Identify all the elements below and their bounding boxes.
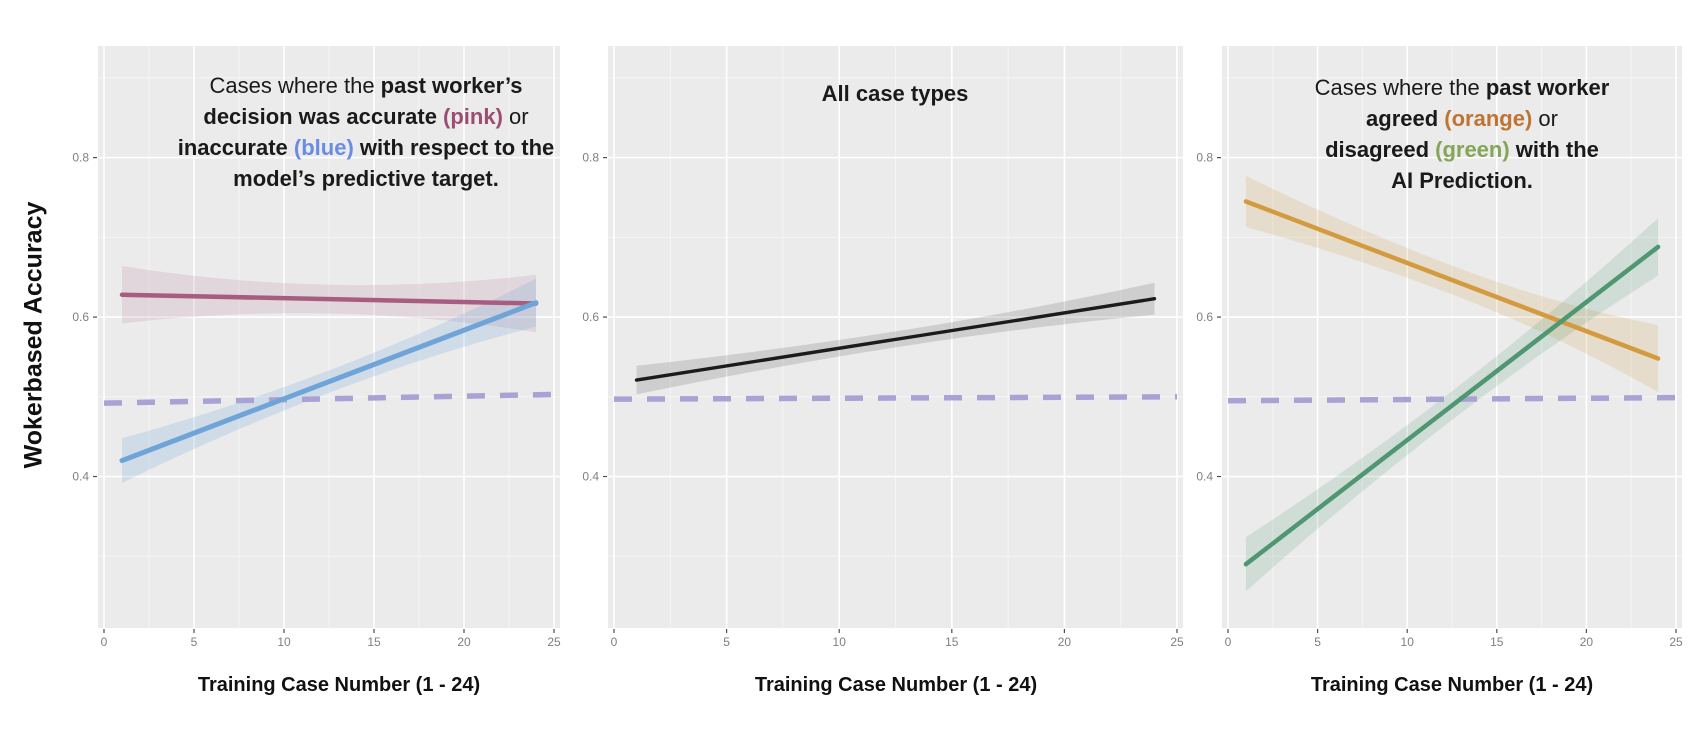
x-tick-label: 20 bbox=[1580, 635, 1594, 649]
y-tick-label: 0.6 bbox=[72, 310, 89, 324]
title-text: or bbox=[502, 104, 529, 129]
x-tick-label: 10 bbox=[277, 635, 291, 649]
panel-1-x-axis-title: Training Case Number (1 - 24) bbox=[197, 674, 481, 696]
panel-title-line: AI Prediction. bbox=[1192, 165, 1700, 196]
x-tick-label: 10 bbox=[1401, 635, 1415, 649]
line-disagreed-green bbox=[1243, 244, 1661, 567]
ci-band-agreed-orange bbox=[1245, 175, 1659, 393]
panel-title-line: decision was accurate (pink) or bbox=[96, 101, 636, 132]
panel-1-chart: 0 5 10 15 20 25 0.4 0.6 0.8 bbox=[72, 46, 561, 649]
y-tick-label: 0.8 bbox=[582, 151, 599, 165]
y-tick-label: 0.8 bbox=[1196, 151, 1213, 165]
x-tick-label: 25 bbox=[1170, 635, 1184, 649]
x-tick-label: 5 bbox=[723, 635, 730, 649]
x-tick-label: 0 bbox=[101, 635, 108, 649]
title-color-key: (pink) bbox=[443, 104, 503, 129]
x-tick-label: 15 bbox=[1490, 635, 1504, 649]
panel-2-chart: 0 5 10 15 20 25 0.4 0.6 0.8 bbox=[582, 46, 1184, 649]
x-tick-label: 5 bbox=[1314, 635, 1321, 649]
x-tick-label: 15 bbox=[945, 635, 959, 649]
panel-1-title: Cases where the past worker’s decision wa… bbox=[96, 70, 636, 194]
x-tick-label: 0 bbox=[611, 635, 618, 649]
title-color-key: (blue) bbox=[293, 135, 354, 160]
x-tick-label: 20 bbox=[1058, 635, 1072, 649]
panel-title-line: agreed (orange) or bbox=[1192, 103, 1700, 134]
y-tick-label: 0.4 bbox=[582, 470, 599, 484]
title-text: model’s predictive target. bbox=[233, 166, 499, 191]
panel-title-line: inaccurate (blue) with respect to the bbox=[96, 132, 636, 163]
panel-3-x-axis-title: Training Case Number (1 - 24) bbox=[1310, 674, 1594, 696]
title-color-key: (orange) bbox=[1444, 106, 1533, 131]
chance-line-dashed bbox=[1227, 394, 1677, 404]
title-text: past worker bbox=[1485, 75, 1610, 100]
panel-title-line: Cases where the past worker bbox=[1192, 72, 1700, 103]
line-accurate-pink bbox=[119, 292, 539, 306]
y-axis-label: Wokerbased Accuracy bbox=[19, 201, 48, 469]
panel-title-line: disagreed (green) with the bbox=[1192, 134, 1700, 165]
panel-title-line: Cases where the past worker’s bbox=[96, 70, 636, 101]
title-text: past worker’s bbox=[380, 73, 523, 98]
y-tick-label: 0.4 bbox=[72, 470, 89, 484]
title-text: with the bbox=[1509, 137, 1599, 162]
panel-2-title: All case types bbox=[625, 78, 1165, 109]
panel-title-line: model’s predictive target. bbox=[96, 163, 636, 194]
x-tick-label: 15 bbox=[367, 635, 381, 649]
x-tick-label: 0 bbox=[1225, 635, 1232, 649]
x-tick-label: 25 bbox=[547, 635, 561, 649]
title-text: disagreed bbox=[1325, 137, 1436, 162]
title-text: AI Prediction. bbox=[1391, 168, 1533, 193]
title-text: with respect to the bbox=[353, 135, 555, 160]
chance-line-dashed bbox=[613, 394, 1178, 402]
title-color-key: (green) bbox=[1435, 137, 1510, 162]
title-text: Cases where the bbox=[209, 73, 381, 98]
x-tick-label: 10 bbox=[833, 635, 847, 649]
title-text: or bbox=[1532, 106, 1558, 131]
line-inaccurate-blue bbox=[119, 300, 539, 464]
x-tick-label: 25 bbox=[1669, 635, 1683, 649]
y-tick-label: 0.8 bbox=[72, 151, 89, 165]
x-tick-label: 5 bbox=[191, 635, 198, 649]
panel-title-line: All case types bbox=[625, 78, 1165, 109]
title-text: All case types bbox=[821, 81, 969, 106]
x-tick-label: 20 bbox=[457, 635, 471, 649]
panel-3-chart: 0 5 10 15 20 25 0.4 0.6 0.8 bbox=[1196, 46, 1683, 649]
panel-3-title: Cases where the past worker agreed (orang… bbox=[1192, 72, 1700, 196]
line-all-cases bbox=[634, 297, 1157, 382]
y-tick-label: 0.4 bbox=[1196, 470, 1213, 484]
title-text: Cases where the bbox=[1314, 75, 1486, 100]
y-tick-label: 0.6 bbox=[1196, 310, 1213, 324]
line-agreed-orange bbox=[1243, 199, 1661, 361]
chance-line-dashed bbox=[103, 391, 555, 406]
panel-2-x-axis-title: Training Case Number (1 - 24) bbox=[754, 674, 1038, 696]
title-text: inaccurate bbox=[177, 135, 294, 160]
title-text: decision was accurate bbox=[203, 104, 444, 129]
y-tick-label: 0.6 bbox=[582, 310, 599, 324]
title-text: agreed bbox=[1366, 106, 1445, 131]
